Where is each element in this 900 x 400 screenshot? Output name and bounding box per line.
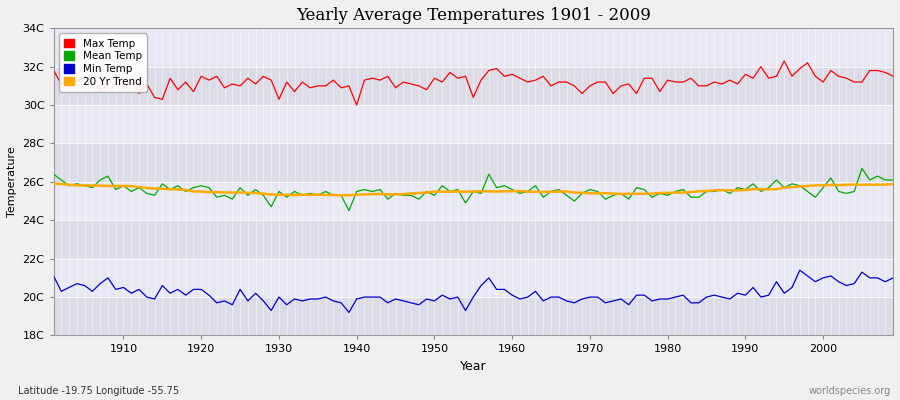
Bar	[53, 28, 893, 67]
Max Temp	[328, 78, 338, 82]
20 Yr Trend	[111, 184, 122, 188]
Min Temp	[795, 268, 806, 272]
X-axis label: Year: Year	[460, 360, 487, 373]
Mean Temp	[344, 208, 355, 213]
Mean Temp	[111, 187, 122, 192]
Min Temp	[328, 298, 338, 303]
20 Yr Trend	[48, 181, 58, 186]
20 Yr Trend	[608, 191, 618, 196]
Min Temp	[887, 276, 898, 280]
Max Temp	[507, 72, 517, 77]
Line: Min Temp: Min Temp	[53, 270, 893, 312]
Bar	[53, 144, 893, 182]
Mean Temp	[515, 191, 526, 196]
Max Temp	[608, 91, 618, 96]
Mean Temp	[887, 178, 898, 182]
Min Temp	[515, 296, 526, 301]
Min Temp	[282, 302, 292, 307]
20 Yr Trend	[336, 193, 346, 198]
Max Temp	[778, 58, 789, 63]
Line: Max Temp: Max Temp	[53, 61, 893, 105]
Text: Latitude -19.75 Longitude -55.75: Latitude -19.75 Longitude -55.75	[18, 386, 179, 396]
Min Temp	[48, 274, 58, 278]
Min Temp	[507, 293, 517, 298]
Line: Mean Temp: Mean Temp	[53, 168, 893, 211]
Bar	[53, 220, 893, 259]
Max Temp	[515, 76, 526, 80]
Bar	[53, 259, 893, 297]
Bar	[53, 182, 893, 220]
20 Yr Trend	[515, 189, 526, 194]
Bar	[53, 105, 893, 144]
Legend: Max Temp, Mean Temp, Min Temp, 20 Yr Trend: Max Temp, Mean Temp, Min Temp, 20 Yr Tre…	[58, 34, 147, 92]
Bar	[53, 67, 893, 105]
20 Yr Trend	[887, 182, 898, 186]
Max Temp	[887, 74, 898, 79]
Bar	[53, 297, 893, 336]
Mean Temp	[282, 195, 292, 200]
Min Temp	[344, 310, 355, 315]
Mean Temp	[48, 172, 58, 176]
Title: Yearly Average Temperatures 1901 - 2009: Yearly Average Temperatures 1901 - 2009	[296, 7, 651, 24]
20 Yr Trend	[328, 192, 338, 197]
Min Temp	[111, 287, 122, 292]
20 Yr Trend	[282, 192, 292, 197]
Mean Temp	[608, 193, 618, 198]
Mean Temp	[857, 166, 868, 171]
Line: 20 Yr Trend: 20 Yr Trend	[53, 184, 893, 196]
Max Temp	[351, 103, 362, 108]
20 Yr Trend	[507, 189, 517, 194]
Text: worldspecies.org: worldspecies.org	[809, 386, 891, 396]
Mean Temp	[328, 193, 338, 198]
Y-axis label: Temperature: Temperature	[7, 146, 17, 217]
Mean Temp	[507, 187, 517, 192]
Max Temp	[48, 68, 58, 73]
Max Temp	[282, 80, 292, 84]
Max Temp	[111, 72, 122, 77]
Min Temp	[608, 298, 618, 303]
